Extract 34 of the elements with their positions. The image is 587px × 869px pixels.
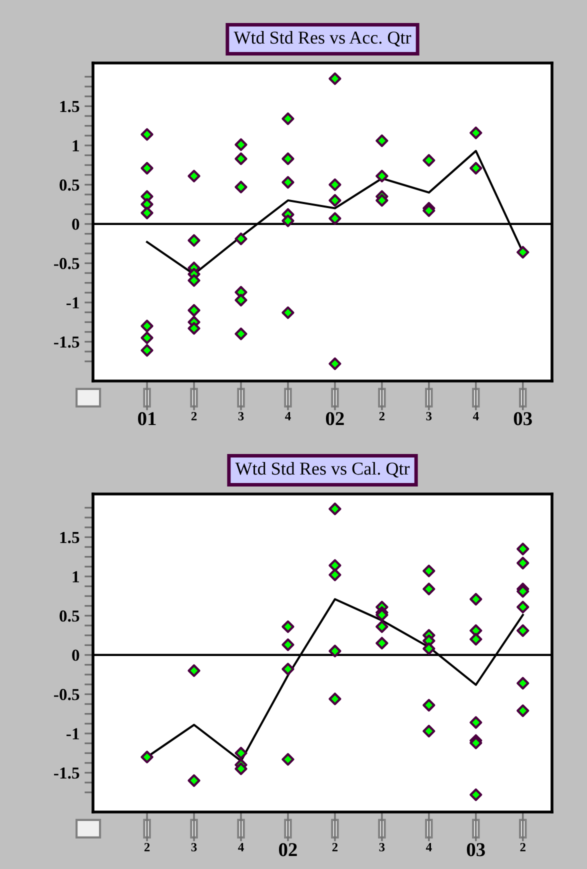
y-tick-label: 1.5: [60, 532, 80, 544]
x-tick-label: 4: [238, 843, 244, 852]
y-tick-label: 0.5: [60, 179, 80, 191]
x-tick-label: 3: [379, 842, 385, 852]
y-tick-label: -1: [66, 728, 79, 740]
x-tick-label: 2: [191, 412, 197, 420]
y-tick-label: -1: [66, 297, 79, 308]
chart-title: Wtd Std Res vs Cal. Qtr: [235, 462, 410, 478]
x-tick-label: 02: [278, 843, 297, 856]
x-tick-label: 2: [332, 842, 338, 852]
x-tick-label: 3: [238, 412, 244, 420]
x-tick-label: 2: [144, 842, 150, 852]
y-tick-label: -1.5: [54, 768, 80, 779]
x-tick-label: 2: [379, 412, 385, 420]
y-tick-label: 0: [72, 218, 80, 230]
x-tick-label: 02: [326, 412, 344, 426]
y-tick-label: 0.5: [60, 610, 80, 622]
x-tick-label: 03: [514, 412, 532, 426]
y-tick-label: 1.5: [60, 100, 80, 112]
y-tick-label: -1.5: [54, 336, 80, 348]
y-tick-label: -0.5: [54, 688, 80, 700]
x-tick-label: 3: [191, 842, 197, 852]
x-tick-label: 4: [285, 412, 291, 420]
y-tick-label: 1: [72, 140, 79, 152]
x-tick-label: 4: [426, 843, 432, 852]
y-tick-label: 1: [72, 571, 79, 582]
x-tick-label: 01: [138, 412, 156, 426]
chart-title: Wtd Std Res vs Acc. Qtr: [234, 31, 412, 46]
x-tick-label: 3: [426, 412, 432, 420]
x-tick-label: 2: [520, 842, 526, 852]
y-tick-label: -0.5: [54, 258, 80, 270]
x-tick-label: 03: [466, 843, 485, 856]
x-tick-label: 4: [472, 412, 479, 420]
y-tick-label: 0: [72, 650, 80, 661]
